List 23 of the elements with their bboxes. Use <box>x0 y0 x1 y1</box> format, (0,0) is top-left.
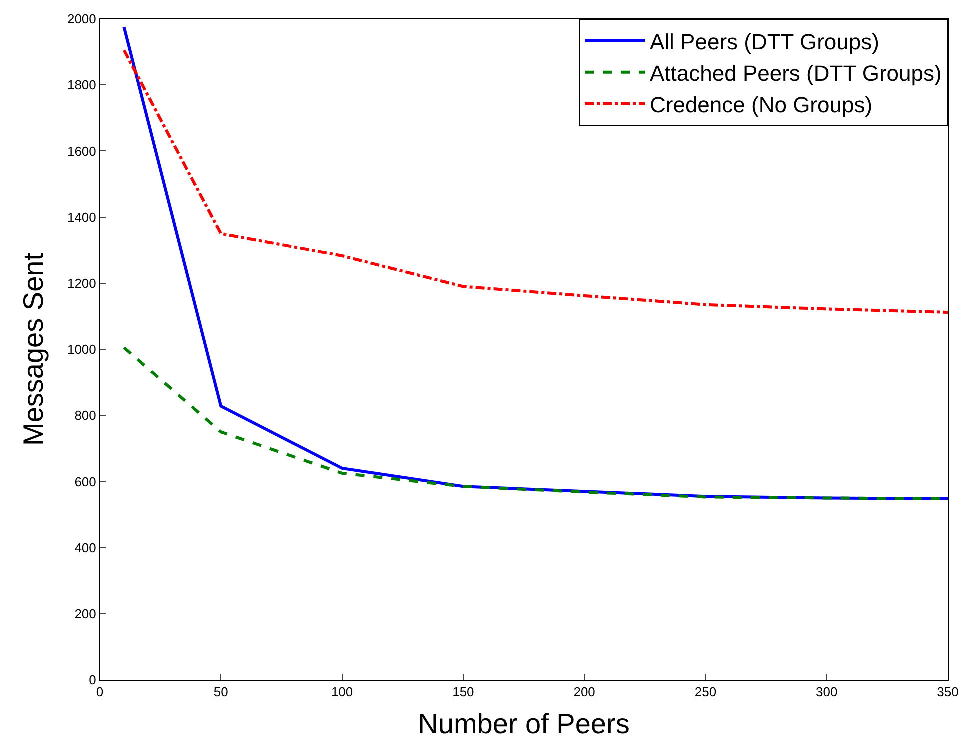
x-tick-label: 300 <box>816 684 838 700</box>
y-tick-label: 400 <box>74 540 96 556</box>
y-tick-label: 600 <box>74 474 96 490</box>
y-tick-label: 1200 <box>67 276 96 291</box>
x-tick-label: 200 <box>574 684 596 700</box>
x-axis-title: Number of Peers <box>418 708 630 740</box>
x-tick-label: 150 <box>452 684 474 700</box>
x-tick-label: 350 <box>937 684 959 700</box>
y-tick-label: 1800 <box>67 78 96 93</box>
y-axis-title: Messages Sent <box>18 252 50 446</box>
y-tick-label: 800 <box>74 408 96 424</box>
legend-label: Credence (No Groups) <box>650 92 873 118</box>
x-tick-label: 250 <box>694 684 717 700</box>
legend-label: Attached Peers (DTT Groups) <box>650 60 942 86</box>
y-tick-label: 1400 <box>67 210 96 225</box>
legend-label: All Peers (DTT Groups) <box>650 29 880 54</box>
y-tick-label: 200 <box>74 606 96 622</box>
y-tick-label: 1000 <box>67 342 96 358</box>
x-tick-label: 50 <box>214 684 228 700</box>
y-tick-label: 0 <box>89 672 96 688</box>
y-tick-label: 2000 <box>67 12 96 27</box>
x-tick-label: 100 <box>331 684 354 700</box>
y-tick-label: 1600 <box>67 144 96 159</box>
